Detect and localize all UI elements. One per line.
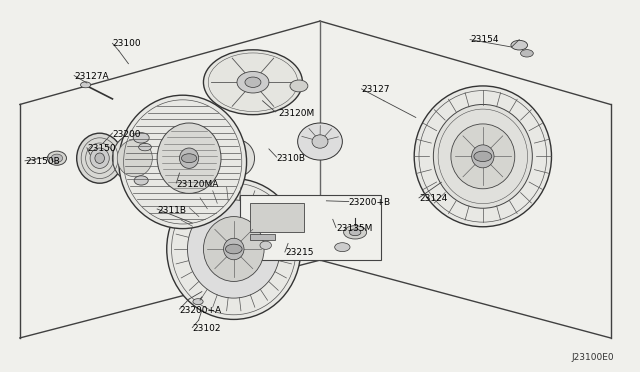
Text: 23120MA: 23120MA [176,180,219,189]
Circle shape [225,244,242,254]
Ellipse shape [133,133,149,143]
Ellipse shape [237,71,269,93]
Ellipse shape [245,77,261,87]
Ellipse shape [204,50,303,115]
Ellipse shape [117,140,152,177]
Ellipse shape [47,151,67,165]
Ellipse shape [451,124,515,189]
Bar [250,234,275,240]
Text: 23200+A: 23200+A [179,306,221,315]
Text: 23102: 23102 [192,324,221,333]
Text: 23150B: 23150B [25,157,60,166]
Ellipse shape [157,123,221,193]
Text: 23200: 23200 [113,129,141,139]
Ellipse shape [298,123,342,160]
Ellipse shape [113,134,157,182]
Circle shape [511,40,527,50]
Circle shape [193,299,203,305]
Ellipse shape [119,95,246,229]
Circle shape [81,82,91,88]
Ellipse shape [220,140,255,177]
Circle shape [474,151,492,161]
Text: 23215: 23215 [285,248,314,257]
Ellipse shape [90,148,109,169]
Circle shape [181,154,196,163]
Ellipse shape [414,86,552,227]
Ellipse shape [260,241,271,249]
Bar [240,195,381,260]
Text: J23100E0: J23100E0 [571,353,614,362]
Text: 23127A: 23127A [74,72,109,81]
Text: 23135M: 23135M [336,224,372,233]
Ellipse shape [312,135,328,148]
Ellipse shape [472,145,494,168]
Ellipse shape [95,153,104,163]
Ellipse shape [134,176,148,185]
Circle shape [335,243,350,251]
Circle shape [344,226,367,239]
Ellipse shape [188,200,280,298]
Circle shape [520,49,533,57]
Text: 23100: 23100 [113,39,141,48]
Ellipse shape [204,217,264,282]
Text: 23124: 23124 [419,195,447,203]
Bar [250,203,304,232]
Ellipse shape [433,105,532,208]
Ellipse shape [290,80,308,92]
Ellipse shape [167,179,301,320]
Text: 23154: 23154 [470,35,499,44]
Circle shape [139,143,152,151]
Text: 23150: 23150 [87,144,116,153]
Ellipse shape [179,148,198,169]
Ellipse shape [223,238,244,260]
Text: 23120M: 23120M [278,109,315,118]
Text: 23127: 23127 [362,85,390,94]
Text: 2311B: 2311B [157,206,186,215]
Ellipse shape [51,154,63,162]
Ellipse shape [77,133,123,183]
Circle shape [349,229,361,235]
Text: 23200+B: 23200+B [349,198,391,207]
Text: 2310B: 2310B [276,154,305,163]
